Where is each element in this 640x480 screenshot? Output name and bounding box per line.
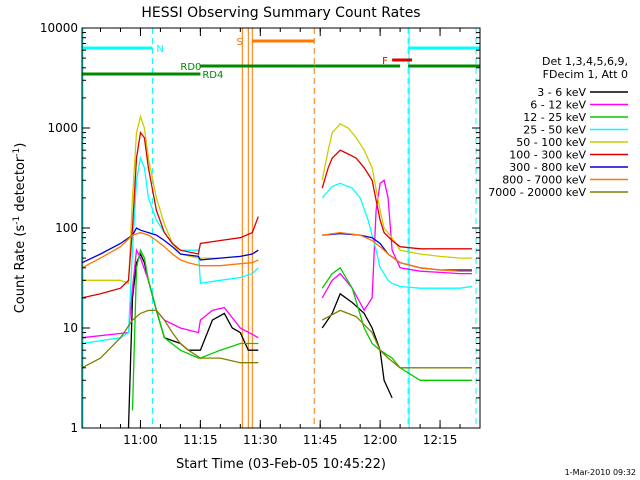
legend-label: 800 - 7000 keV <box>502 174 586 187</box>
flag-label-rd0: RD0 <box>180 62 201 73</box>
legend-label: 50 - 100 keV <box>516 136 586 149</box>
y-label-mid: detector <box>13 156 28 216</box>
x-tick-label: 11:30 <box>243 433 278 447</box>
y-axis-label: Count Rate (s-1 detector-1) <box>12 143 28 314</box>
legend-label: 12 - 25 keV <box>523 111 586 124</box>
x-axis-ticks: 11:00 11:15 11:30 11:45 12:00 12:15 <box>100 28 481 447</box>
footer-timestamp: 1-Mar-2010 09:32 <box>565 468 636 477</box>
chart-title: HESSI Observing Summary Count Rates <box>141 5 420 21</box>
flag-label-f: F <box>382 56 388 67</box>
legend-label: 25 - 50 keV <box>523 124 586 137</box>
y-tick-label: 1 <box>70 421 78 435</box>
series-line-2 <box>131 248 472 411</box>
legend-title-1: Det 1,3,4,5,6,9, <box>542 55 628 68</box>
y-axis-ticks: 1 10 100 1000 10000 <box>40 21 480 435</box>
x-tick-label: 11:00 <box>123 433 158 447</box>
legend-label: 3 - 6 keV <box>537 86 586 99</box>
x-tick-label: 12:00 <box>363 433 398 447</box>
y-label-end: ) <box>13 143 28 148</box>
x-tick-label: 11:15 <box>183 433 218 447</box>
flag-label-rd4: RD4 <box>202 70 223 81</box>
x-tick-label: 12:15 <box>423 433 458 447</box>
y-label-sup2: -1 <box>12 148 22 157</box>
y-label-main: Count Rate (s <box>13 225 28 314</box>
legend: Det 1,3,4,5,6,9, FDecim 1, Att 0 3 - 6 k… <box>488 55 628 199</box>
legend-label: 100 - 300 keV <box>509 149 586 162</box>
y-tick-label: 10 <box>63 321 78 335</box>
x-tick-label: 11:45 <box>303 433 338 447</box>
series-line-5 <box>81 130 472 299</box>
y-tick-label: 1000 <box>47 121 78 135</box>
legend-title-2: FDecim 1, Att 0 <box>543 68 628 81</box>
series-line-7 <box>81 231 472 272</box>
series-line-8 <box>81 309 472 369</box>
y-tick-label: 10000 <box>40 21 78 35</box>
legend-label: 6 - 12 keV <box>530 99 586 112</box>
legend-label: 7000 - 20000 keV <box>488 186 586 199</box>
flag-label-n: N <box>156 44 163 55</box>
x-axis-label: Start Time (03-Feb-05 10:45:22) <box>176 457 386 472</box>
flag-label-s: S <box>236 37 242 48</box>
legend-label: 300 - 800 keV <box>509 161 586 174</box>
y-tick-label: 100 <box>55 221 78 235</box>
series-lines <box>81 114 473 429</box>
y-label-sup1: -1 <box>12 216 22 225</box>
series-line-3 <box>81 155 473 345</box>
